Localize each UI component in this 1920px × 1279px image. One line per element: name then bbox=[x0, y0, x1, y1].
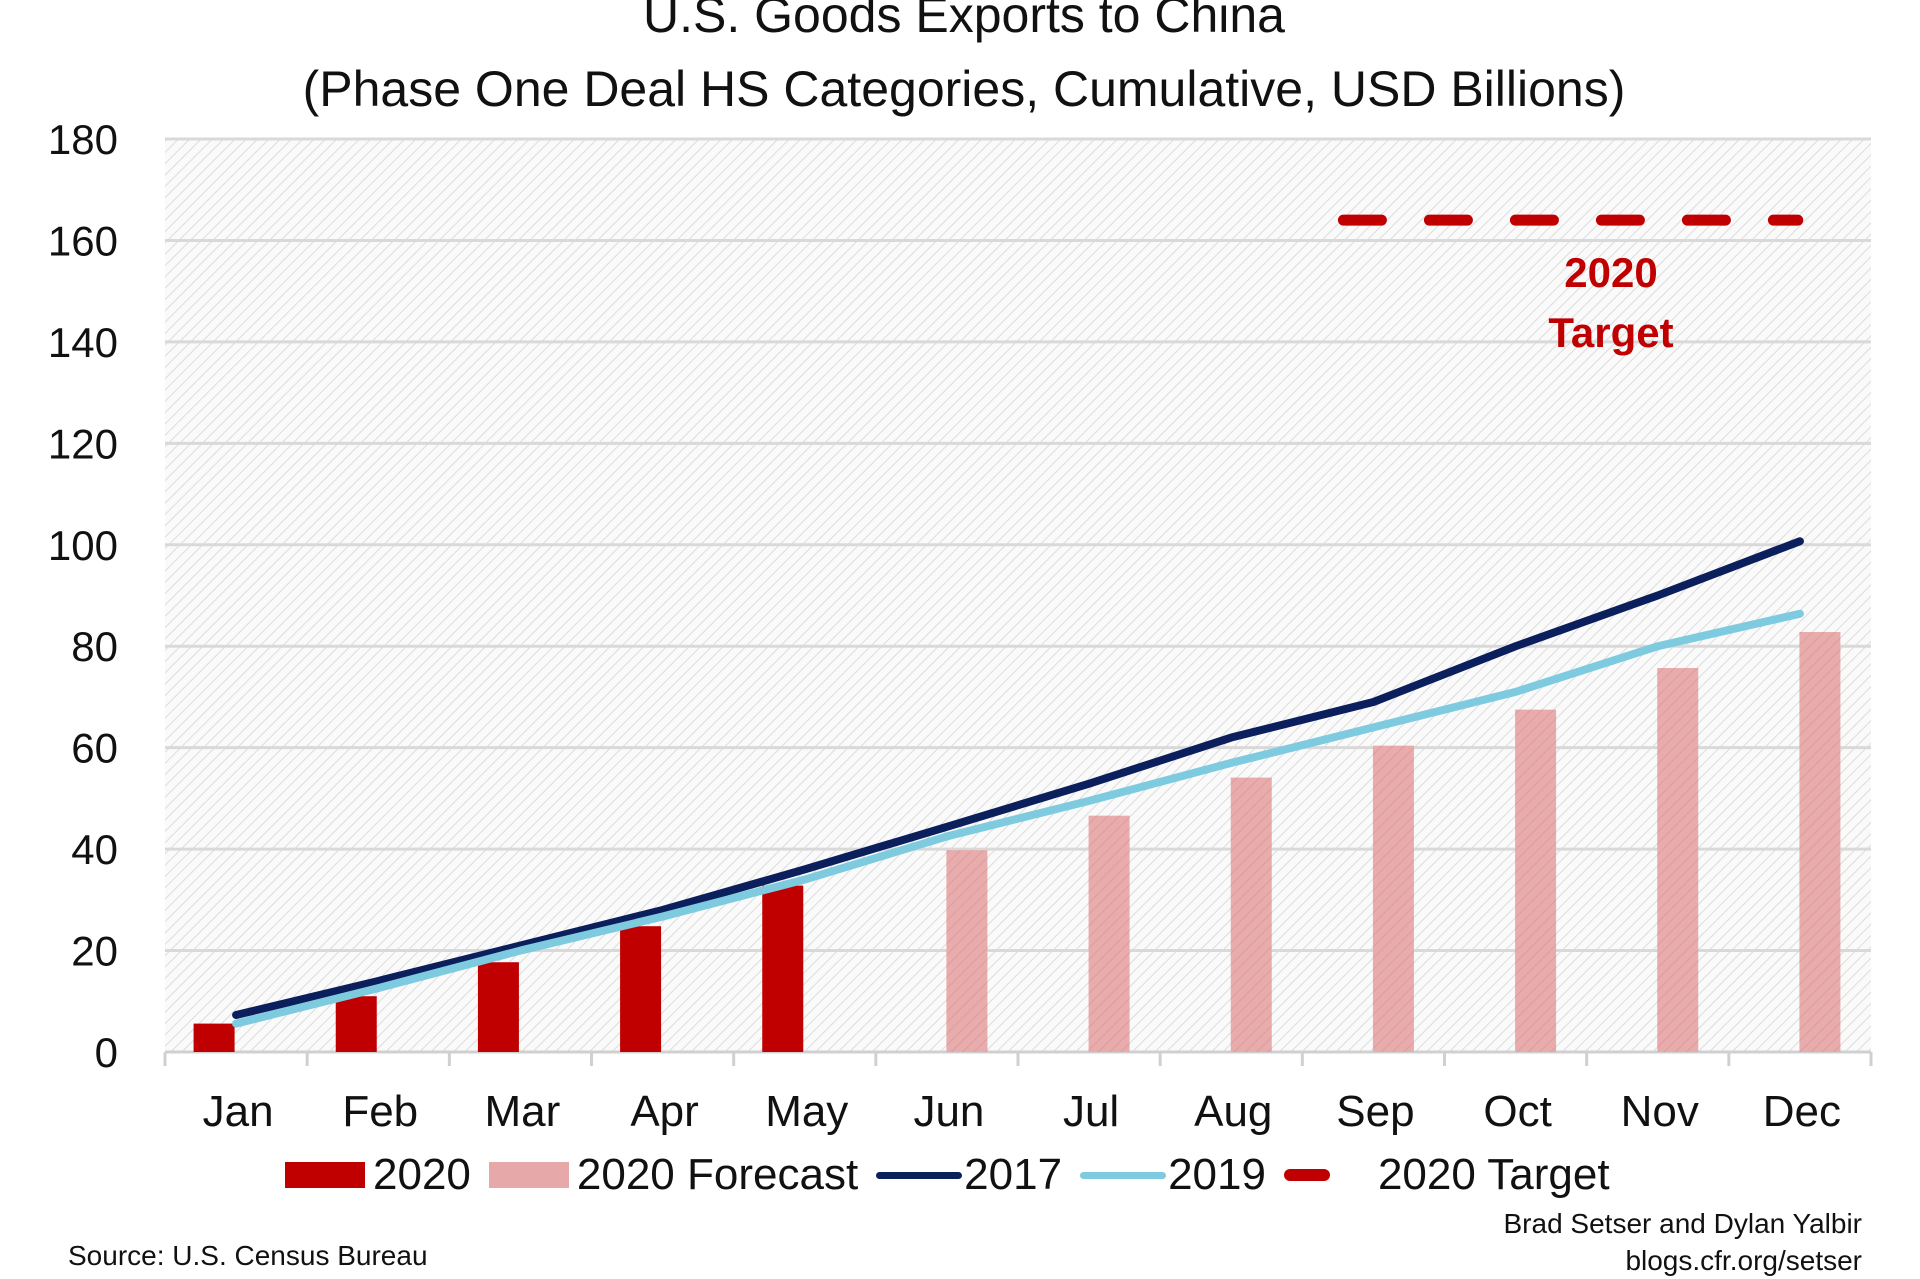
legend-label: 2020 bbox=[373, 1150, 471, 1199]
credit-authors: Brad Setser and Dylan Yalbir bbox=[1503, 1208, 1863, 1239]
legend-label: 2017 bbox=[964, 1150, 1063, 1199]
y-tick-label: 0 bbox=[95, 1029, 118, 1076]
legend-item-2020: 2020 bbox=[285, 1150, 471, 1200]
x-tick-label: Mar bbox=[485, 1087, 561, 1136]
y-tick-label: 20 bbox=[71, 928, 118, 975]
bar-2020 bbox=[335, 996, 377, 1052]
bar-2020-forecast bbox=[946, 850, 988, 1052]
chart-title: U.S. Goods Exports to China bbox=[643, 0, 1285, 43]
x-tick-label: Jul bbox=[1063, 1087, 1119, 1136]
bar-2020-forecast bbox=[1088, 815, 1130, 1052]
bar-2020 bbox=[762, 885, 804, 1052]
x-tick-label: Apr bbox=[630, 1087, 698, 1136]
y-tick-label: 100 bbox=[48, 522, 118, 569]
target-annotation-line1: 2020 bbox=[1564, 249, 1657, 296]
bar-2020-forecast bbox=[1230, 777, 1272, 1052]
y-tick-label: 40 bbox=[71, 826, 118, 873]
y-tick-label: 140 bbox=[48, 319, 118, 366]
legend-swatch-2020 bbox=[285, 1162, 365, 1188]
x-tick-label: Sep bbox=[1336, 1087, 1414, 1136]
legend-swatch-2017 bbox=[876, 1171, 963, 1179]
chart-subtitle: (Phase One Deal HS Categories, Cumulativ… bbox=[302, 61, 1626, 117]
legend-swatch-forecast bbox=[488, 1162, 569, 1188]
plot-background bbox=[165, 139, 1871, 1052]
legend-label: 2020 Target bbox=[1377, 1150, 1610, 1199]
x-tick-label: Nov bbox=[1621, 1087, 1699, 1136]
y-tick-label: 160 bbox=[48, 217, 118, 264]
legend-item-2020-forecast: 2020 Forecast bbox=[488, 1150, 859, 1200]
x-tick-label: Jan bbox=[203, 1087, 274, 1136]
legend: 2020 2020 Forecast 2017 2019 2020 Target bbox=[285, 1150, 1628, 1200]
x-tick-label: Oct bbox=[1483, 1087, 1551, 1136]
source-note: Source: U.S. Census Bureau bbox=[68, 1240, 428, 1271]
bar-2020-forecast bbox=[1372, 745, 1414, 1052]
legend-label: 2020 Forecast bbox=[576, 1150, 859, 1199]
bar-2020-forecast bbox=[1799, 632, 1841, 1052]
x-tick-label: Feb bbox=[342, 1087, 418, 1136]
target-annotation-line2: Target bbox=[1548, 309, 1673, 356]
bar-2020-forecast bbox=[1657, 668, 1699, 1052]
y-tick-label: 60 bbox=[71, 725, 118, 772]
legend-item-2020-target: 2020 Target bbox=[1283, 1150, 1610, 1200]
line-series-2017 bbox=[232, 537, 1804, 1019]
legend-item-2017: 2017 bbox=[876, 1150, 1062, 1200]
bar-2020 bbox=[193, 1023, 235, 1052]
legend-swatch-2019 bbox=[1080, 1171, 1167, 1179]
x-tick-label: Jun bbox=[913, 1087, 984, 1136]
y-tick-label: 180 bbox=[48, 116, 118, 163]
bar-2020 bbox=[620, 926, 662, 1052]
x-tick-label: May bbox=[765, 1087, 848, 1136]
legend-item-2019: 2019 bbox=[1080, 1150, 1266, 1200]
y-tick-label: 120 bbox=[48, 420, 118, 467]
line-series-2019 bbox=[232, 609, 1804, 1028]
x-tick-label: Dec bbox=[1763, 1087, 1841, 1136]
y-tick-label: 80 bbox=[71, 623, 118, 670]
credit-url: blogs.cfr.org/setser bbox=[1625, 1245, 1862, 1276]
legend-label: 2019 bbox=[1168, 1150, 1266, 1199]
bar-2020-forecast bbox=[1515, 709, 1557, 1052]
legend-swatch-target bbox=[1283, 1169, 1330, 1181]
bar-2020 bbox=[477, 962, 519, 1052]
x-tick-label: Aug bbox=[1194, 1087, 1272, 1136]
